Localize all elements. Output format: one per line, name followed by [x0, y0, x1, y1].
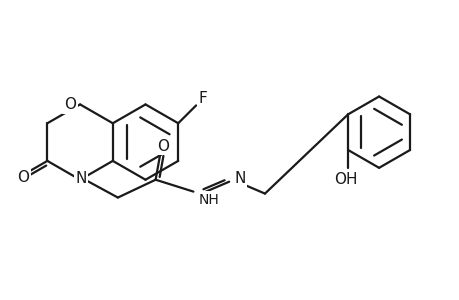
Text: O: O — [17, 170, 29, 185]
Text: O: O — [157, 139, 169, 154]
Text: N: N — [75, 171, 87, 186]
Text: O: O — [64, 97, 76, 112]
Text: OH: OH — [334, 172, 357, 187]
Text: F: F — [198, 91, 207, 106]
Text: N: N — [234, 171, 245, 186]
Text: NH: NH — [198, 193, 218, 206]
